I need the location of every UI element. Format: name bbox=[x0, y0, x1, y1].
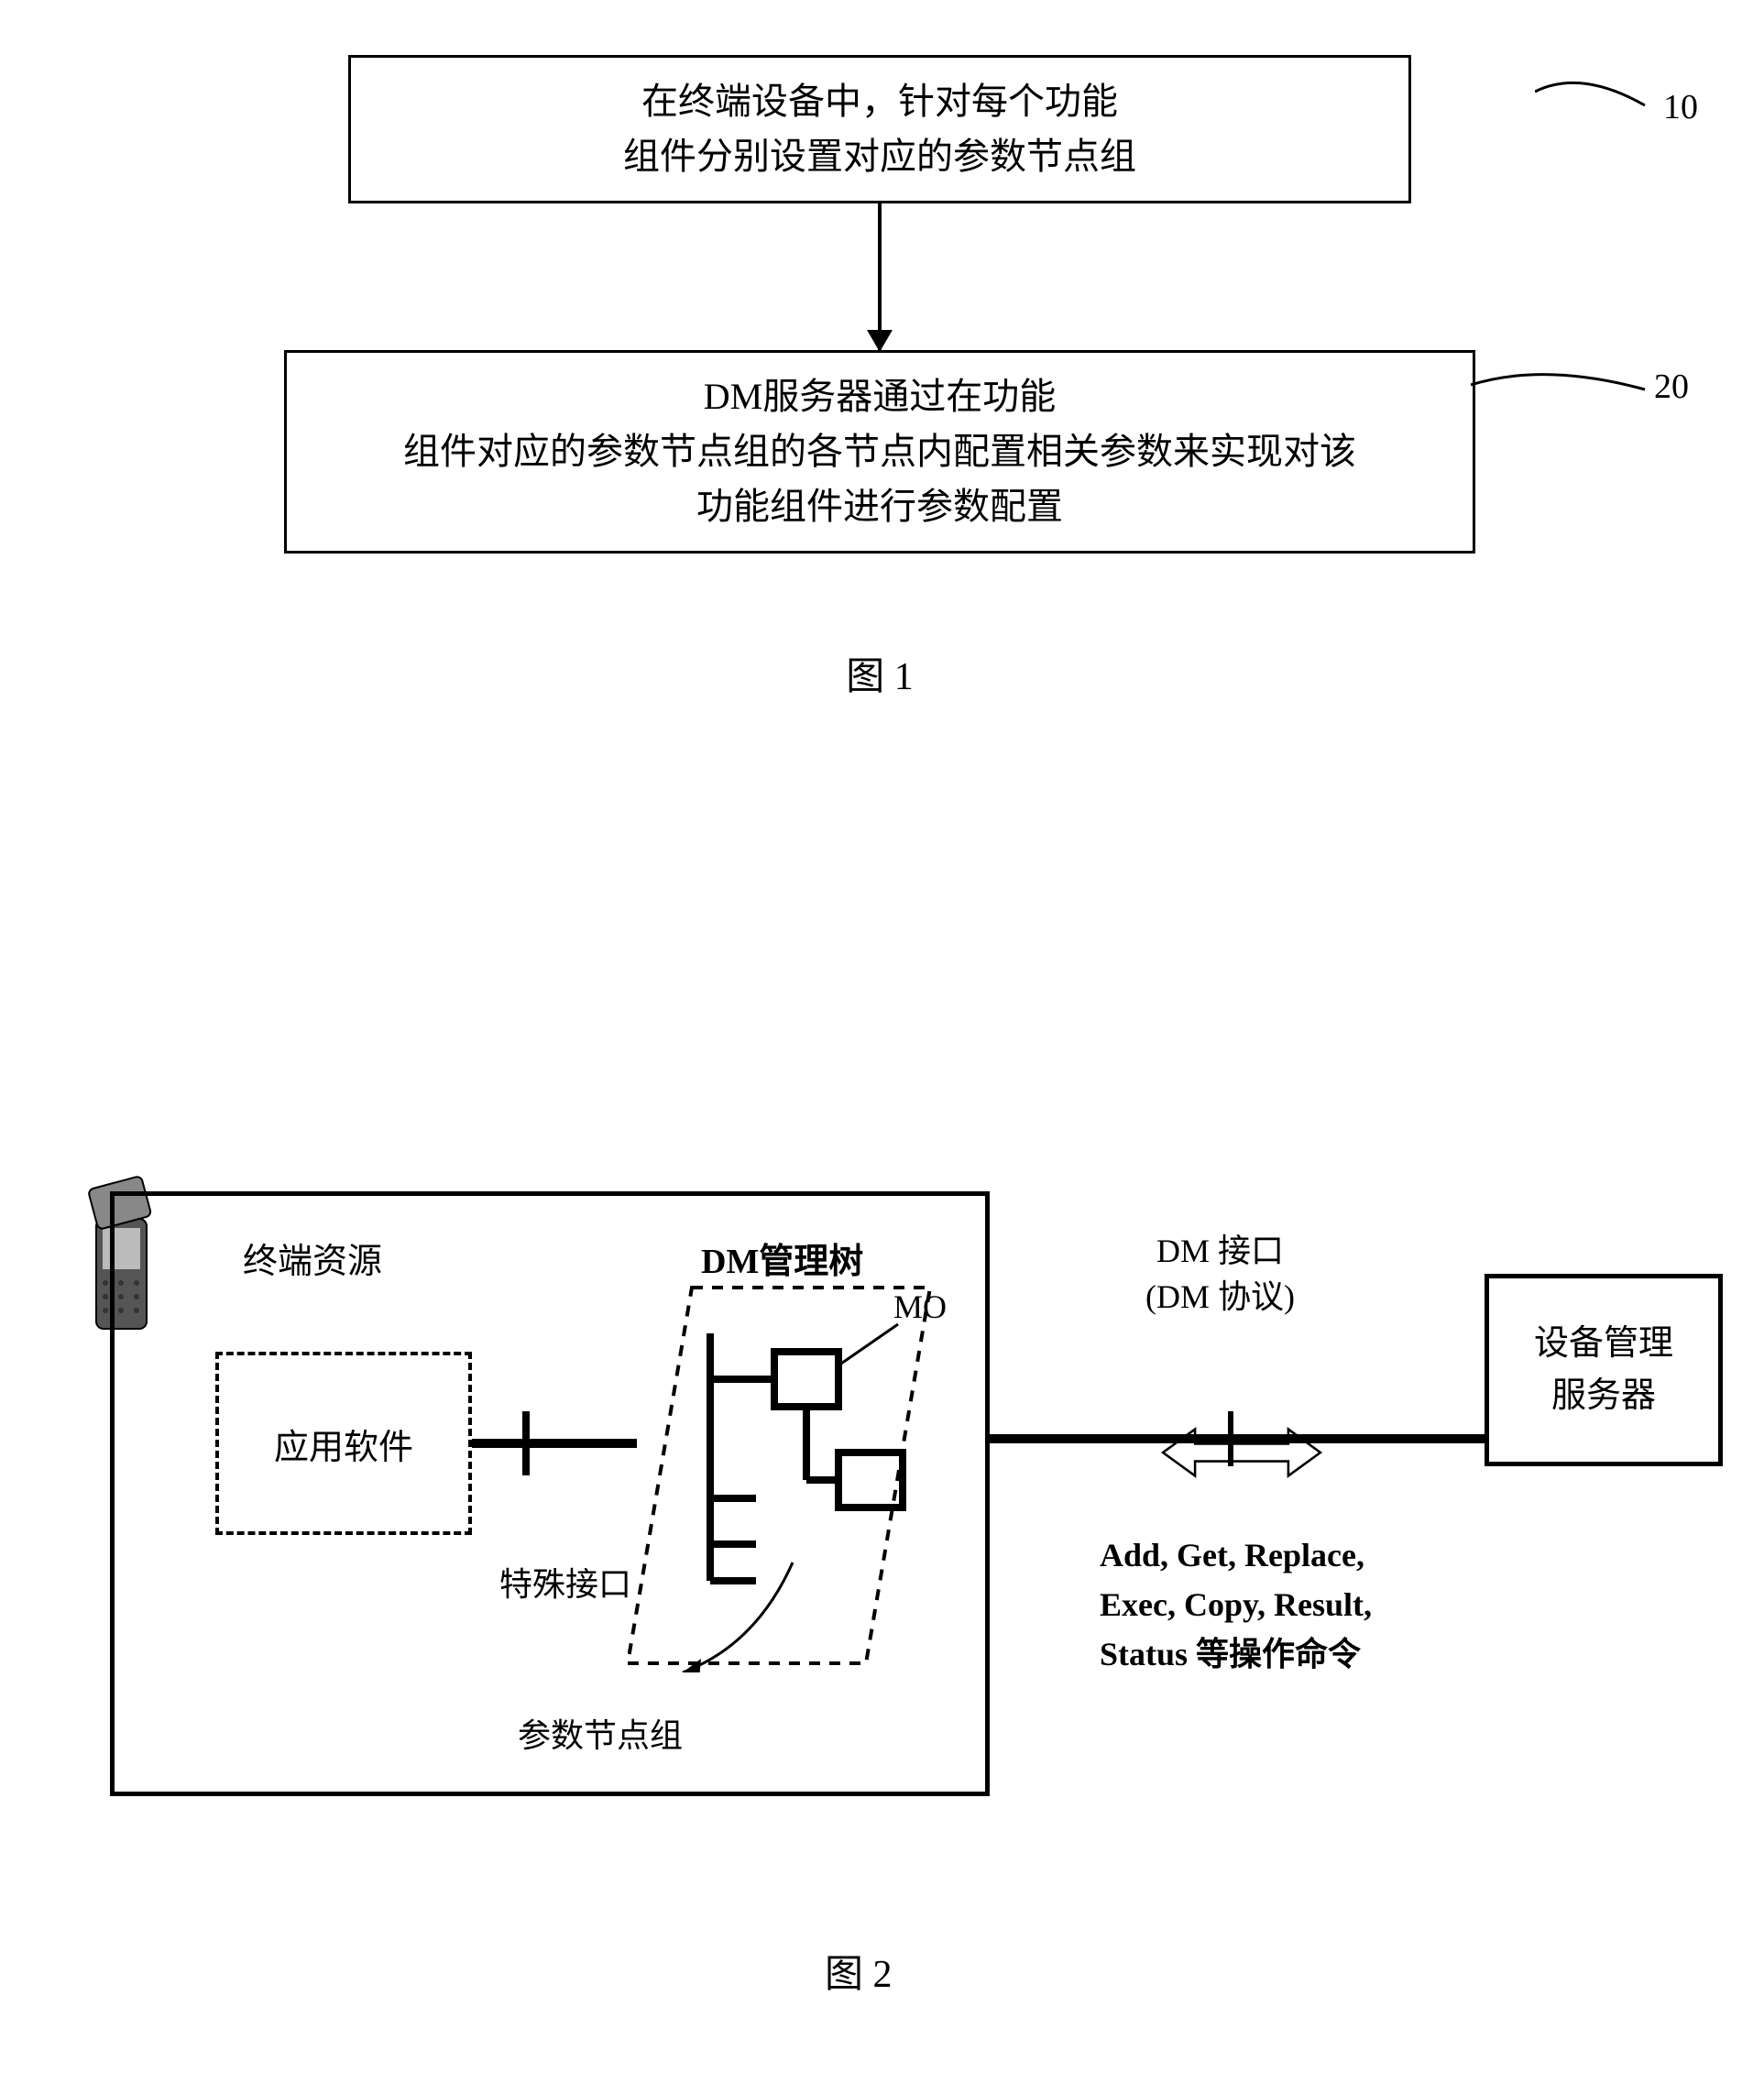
figure1-caption: 图 1 bbox=[238, 645, 1521, 701]
connector-app-to-tree bbox=[472, 1439, 637, 1448]
box2-line2: 组件对应的参数节点组的各节点内配置相关参数来实现对该 bbox=[305, 424, 1454, 479]
box2-label-connector bbox=[1471, 357, 1654, 422]
app-software-label: 应用软件 bbox=[274, 1419, 413, 1469]
terminal-resource-label: 终端资源 bbox=[243, 1233, 382, 1283]
box2-line3: 功能组件进行参数配置 bbox=[305, 479, 1454, 534]
special-interface-label: 特殊接口 bbox=[499, 1558, 631, 1606]
commands-label: Add, Get, Replace, Exec, Copy, Result, S… bbox=[1100, 1530, 1372, 1679]
cross-vertical bbox=[522, 1411, 530, 1475]
dm-tree-parallelogram bbox=[628, 1278, 939, 1672]
server-line1: 设备管理 bbox=[1534, 1318, 1673, 1370]
server-box: 设备管理 服务器 bbox=[1485, 1274, 1723, 1466]
commands-line2: Exec, Copy, Result, bbox=[1100, 1580, 1372, 1629]
box2-label: 20 bbox=[1654, 367, 1689, 407]
mo-label: MO bbox=[893, 1288, 947, 1326]
param-group-label: 参数节点组 bbox=[518, 1709, 683, 1757]
dm-interface-line2: (DM 协议) bbox=[1145, 1274, 1295, 1320]
commands-line3: Status 等操作命令 bbox=[1100, 1629, 1372, 1679]
box2-line1: DM服务器通过在功能 bbox=[305, 369, 1454, 424]
flowchart-box-2: DM服务器通过在功能 组件对应的参数节点组的各节点内配置相关参数来实现对该 功能… bbox=[284, 350, 1475, 554]
box1-label: 10 bbox=[1663, 87, 1698, 127]
server-line2: 服务器 bbox=[1551, 1370, 1656, 1422]
terminal-box: 终端资源 应用软件 特殊接口 DM管理树 bbox=[110, 1191, 990, 1796]
figure2-caption: 图 2 bbox=[825, 1943, 893, 1999]
flowchart-box-1: 在终端设备中，针对每个功能 组件分别设置对应的参数节点组 bbox=[348, 55, 1411, 203]
app-software-box: 应用软件 bbox=[215, 1352, 472, 1535]
arrow-down bbox=[878, 203, 882, 350]
dm-interface-line1: DM 接口 bbox=[1145, 1228, 1295, 1274]
figure-1: 在终端设备中，针对每个功能 组件分别设置对应的参数节点组 10 DM服务器通过在… bbox=[238, 55, 1521, 701]
box1-line2: 组件分别设置对应的参数节点组 bbox=[369, 129, 1390, 184]
double-arrow-icon bbox=[1118, 1420, 1365, 1485]
box1-label-connector bbox=[1535, 64, 1663, 128]
dm-tree-label: DM管理树 bbox=[701, 1233, 863, 1283]
commands-line1: Add, Get, Replace, bbox=[1100, 1530, 1372, 1580]
dm-interface-label: DM 接口 (DM 协议) bbox=[1145, 1228, 1295, 1321]
box1-line1: 在终端设备中，针对每个功能 bbox=[369, 74, 1390, 129]
